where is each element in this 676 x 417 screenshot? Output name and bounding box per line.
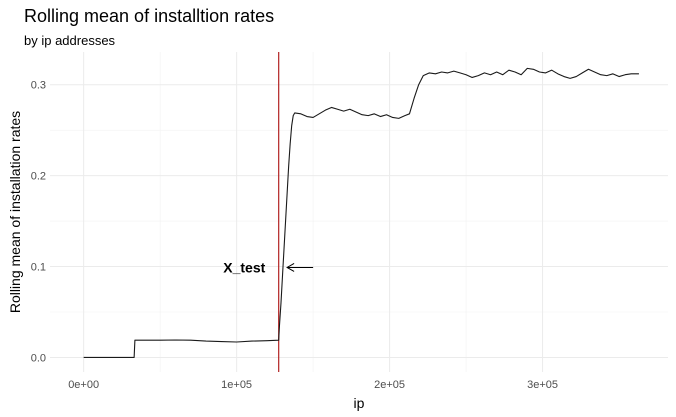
chart-title: Rolling mean of installtion rates	[24, 6, 274, 26]
tick-labels: 0e+00 1e+05 2e+05 3e+05 0.0 0.1 0.2 0.3	[31, 80, 558, 391]
x-tick-label: 3e+05	[527, 379, 558, 391]
y-axis-title: Rolling mean of installation rates	[7, 111, 23, 313]
x-tick-label: 0e+00	[68, 379, 99, 391]
x-axis-title: ip	[354, 395, 365, 411]
y-tick-label: 0.3	[31, 80, 46, 92]
chart-subtitle: by ip addresses	[24, 33, 116, 48]
series-line	[83, 67, 639, 358]
y-tick-label: 0.2	[31, 171, 46, 183]
x-tick-label: 2e+05	[374, 379, 405, 391]
grid	[50, 52, 668, 372]
x-tick-label: 1e+05	[221, 379, 252, 391]
annotation-group: X_test	[223, 259, 314, 275]
annotation-label: X_test	[223, 259, 265, 275]
annotation-arrowhead	[286, 263, 295, 272]
y-tick-label: 0.0	[31, 352, 46, 364]
y-tick-label: 0.1	[31, 262, 46, 274]
series-group	[83, 67, 639, 358]
